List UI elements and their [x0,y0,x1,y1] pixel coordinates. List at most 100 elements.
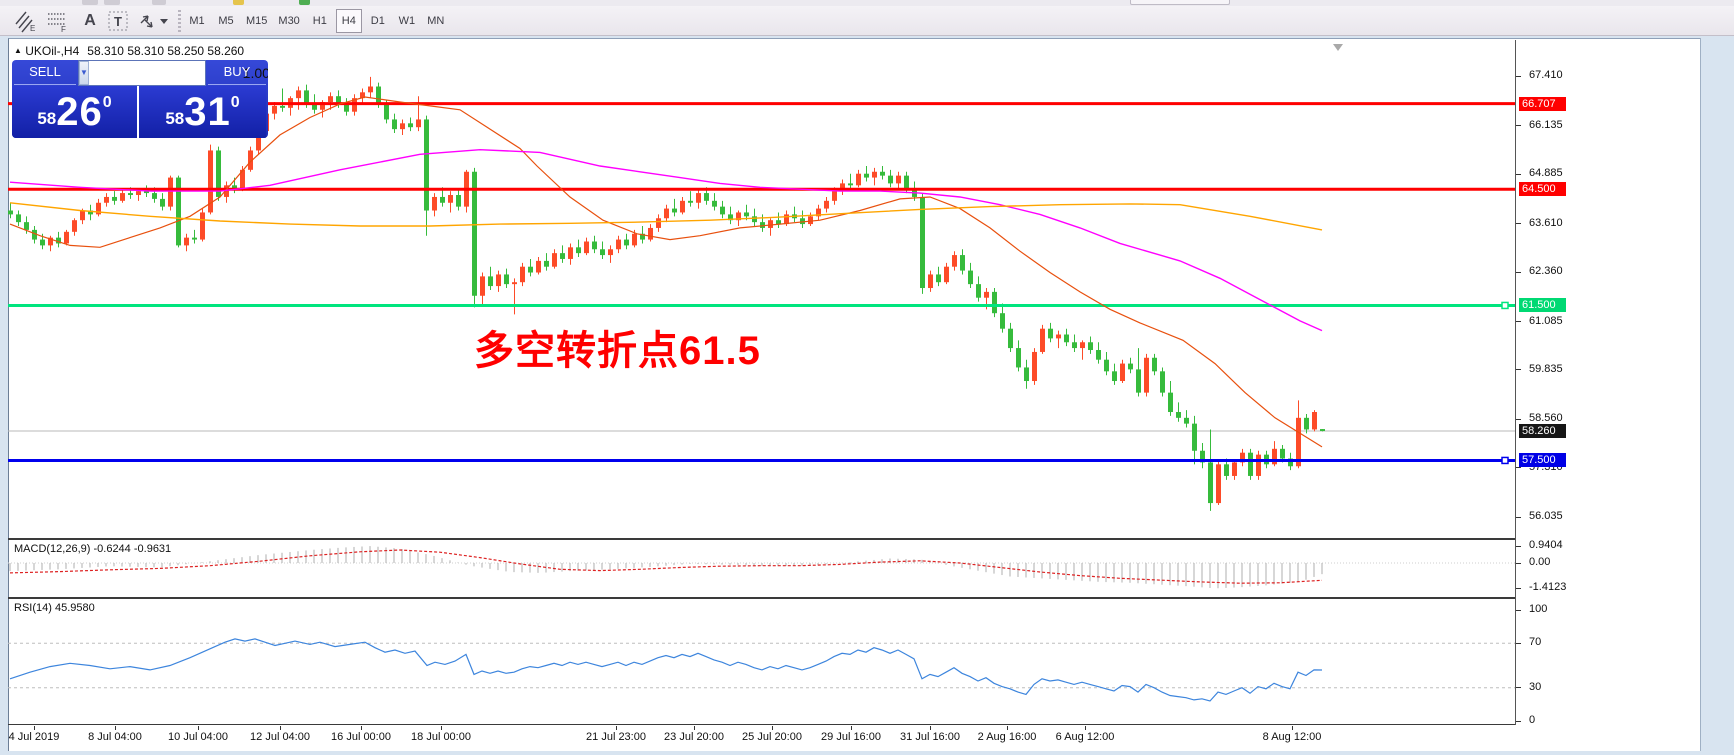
candle-body [816,208,821,217]
timeframe-button-h1[interactable]: H1 [312,15,327,27]
candle-body [248,150,253,170]
time-tick [1007,726,1008,730]
candle-body [344,103,349,112]
candle-body [104,196,109,203]
rsi-tick-label: 70 [1529,636,1542,649]
rsi-tick [1516,687,1521,689]
sell-button[interactable]: SELL [14,60,76,85]
arrows-tool-icon[interactable] [132,8,172,34]
main-chart-canvas[interactable] [8,40,1515,538]
macd-value-signal: -0.9631 [133,543,172,555]
separator-main-macd[interactable] [8,538,1515,540]
chart-shift-marker[interactable] [1333,44,1343,51]
candle-body [736,212,741,221]
time-tick [694,726,695,730]
timeframe-button-mn[interactable]: MN [427,15,445,27]
candle-body [144,191,149,194]
trade-panel-top-row: SELL ▼ ▲ BUY [12,60,268,86]
timeframe-button-m5[interactable]: M5 [218,15,234,27]
sell-price-display[interactable]: 58 26 0 [12,86,139,138]
line-handle[interactable] [1501,456,1509,465]
timeframe-button-m15[interactable]: M15 [246,15,268,27]
equidistant-channel-glyph: E [15,11,35,33]
candle-body [1232,462,1237,476]
toolbar-sliver [82,0,98,5]
volume-decrease-button[interactable]: ▼ [79,61,89,85]
candle-body [864,173,869,178]
candle-body [176,177,181,246]
timeframe-button-m1[interactable]: M1 [189,15,205,27]
fibonacci-tool-icon[interactable]: F [44,8,72,34]
rsi-canvas[interactable] [8,599,1515,725]
candle-body [656,218,661,228]
candle-body [432,196,437,211]
price-tick [1516,467,1521,469]
candle-body [392,119,397,130]
candle-body [1096,350,1101,360]
candle-body [400,123,405,130]
ma_slow-line [9,202,1323,231]
candle-body [808,216,813,225]
candle-body [856,173,861,186]
macd-value-main: -0.6244 [93,543,131,555]
buy-button[interactable]: BUY [208,60,266,85]
buy-price-small: 58 [165,109,185,128]
candle-body [688,200,693,203]
candle-body [472,171,477,296]
candle-body [256,131,261,151]
candle-body [200,212,205,240]
candle-body [1216,464,1221,504]
candle-body [1136,369,1141,393]
sell-price-sup: 0 [102,94,112,111]
timeframe-button-m30[interactable]: M30 [278,15,300,27]
text-tool-icon[interactable]: T [104,8,132,34]
candle-body [552,253,557,267]
macd-canvas[interactable] [8,540,1515,597]
price-tick [1516,271,1521,273]
candle-body [1040,328,1045,352]
candle-body [440,196,445,203]
candle-body [728,214,733,221]
toolbar-sliver [152,0,166,5]
time-tick-label: 21 Jul 23:00 [586,731,646,743]
timeframe-button-w1[interactable]: W1 [398,15,416,27]
buy-price-display[interactable]: 58 31 0 [139,86,266,138]
rsi-name: RSI(14) [14,602,52,614]
candle-body [1080,342,1085,349]
candle-body [712,200,717,207]
separator-rsi-timeline [8,724,1515,725]
price-tick-label: 62.360 [1529,265,1563,278]
macd-tick-label: 0.9404 [1529,539,1563,552]
drawing-toolbar: E F A T M1 M5 M15 M30 H1 H4 D1 W1 MN [0,6,1734,36]
candle-body [1184,417,1189,424]
rsi-tick-label: 100 [1529,603,1548,615]
volume-input[interactable] [88,65,268,81]
rsi-tick-label: 30 [1529,680,1542,693]
timeframe-button-d1[interactable]: D1 [370,15,385,27]
toolbar-sliver-box [1130,0,1230,5]
candle-body [416,119,421,128]
price-tick [1516,369,1521,371]
ma_fast-line [9,96,1323,448]
timeframe-button-h4[interactable]: H4 [335,9,362,33]
candle-body [224,185,229,197]
candle-body [632,233,637,246]
candle-body [240,169,245,190]
chart-text-annotation[interactable]: 多空转折点61.5 [474,329,761,373]
equidistant-channel-tool-icon[interactable]: E [12,8,40,34]
candle-body [208,150,213,213]
candle-body [848,183,853,186]
line-handle[interactable] [1501,301,1509,310]
price-tick-label: 64.885 [1529,167,1563,180]
text-label-tool-icon[interactable]: A [84,12,96,29]
candle-body [720,206,725,215]
right-margin [1701,38,1734,751]
collapse-arrow-icon[interactable]: ▲ [14,46,22,55]
toolbar-grip[interactable] [178,10,181,32]
separator-macd-rsi[interactable] [8,597,1515,599]
price-line-label: 61.500 [1519,298,1566,313]
candle-body [336,96,341,104]
candle-body [1064,334,1069,343]
candle-body [536,260,541,273]
